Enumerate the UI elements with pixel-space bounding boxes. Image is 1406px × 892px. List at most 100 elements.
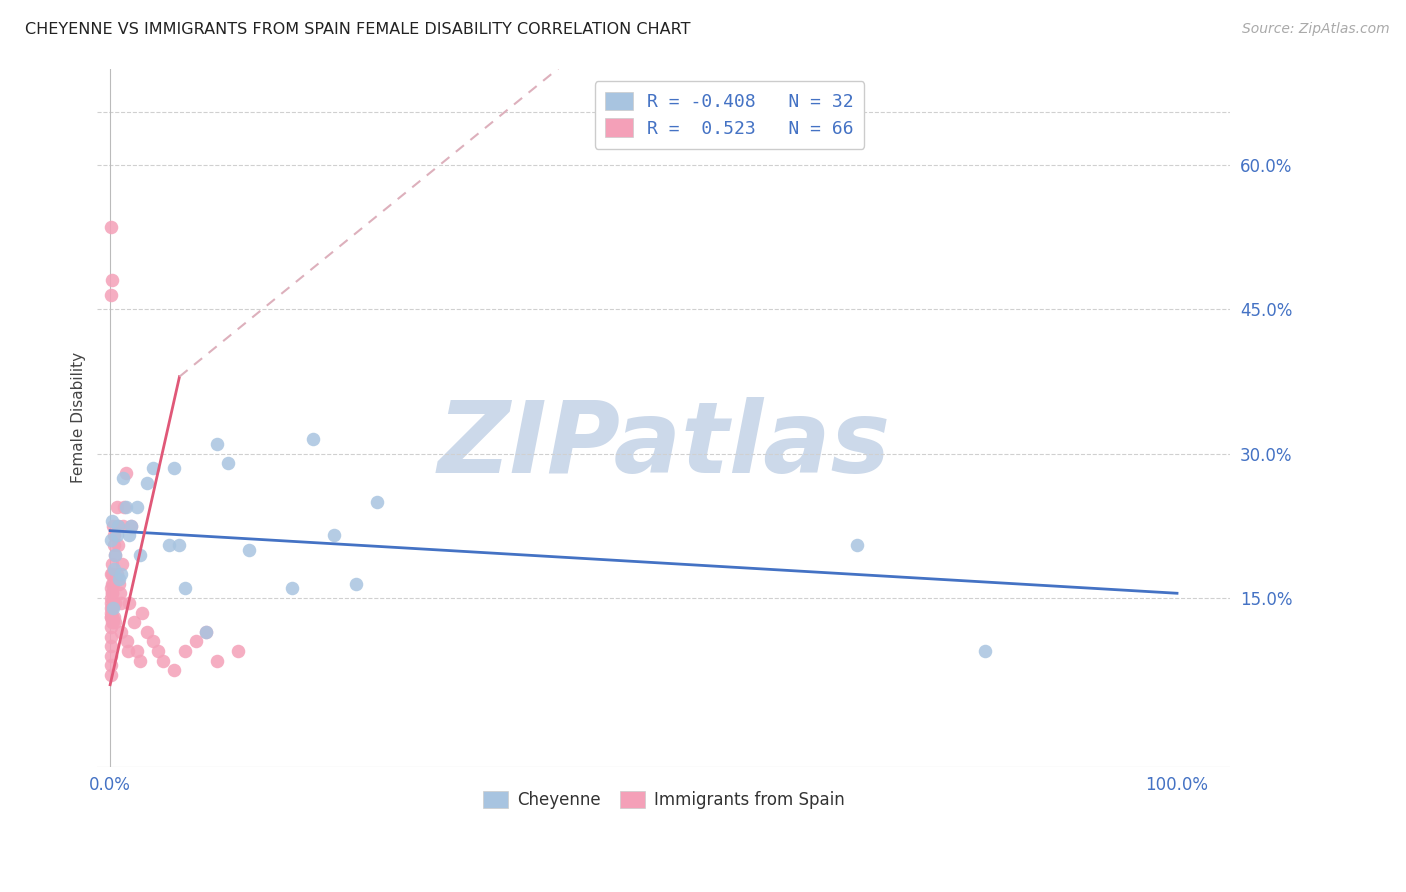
Point [107, 538, 129, 552]
Point [238, 543, 260, 558]
Point [129, 654, 152, 668]
Point [100, 287, 122, 301]
Point [136, 475, 159, 490]
Point [103, 576, 125, 591]
Point [101, 567, 124, 582]
Point [100, 606, 122, 620]
Point [344, 576, 367, 591]
Point [101, 586, 124, 600]
Point [100, 630, 122, 644]
Point [100, 567, 122, 582]
Point [105, 567, 128, 582]
Point [107, 519, 129, 533]
Point [163, 663, 186, 677]
Point [100, 582, 122, 596]
Point [217, 456, 239, 470]
Point [101, 576, 124, 591]
Point [184, 634, 207, 648]
Point [131, 606, 153, 620]
Point [142, 634, 165, 648]
Point [173, 644, 195, 658]
Text: CHEYENNE VS IMMIGRANTS FROM SPAIN FEMALE DISABILITY CORRELATION CHART: CHEYENNE VS IMMIGRANTS FROM SPAIN FEMALE… [25, 22, 690, 37]
Point [107, 576, 129, 591]
Point [136, 624, 159, 639]
Point [103, 596, 125, 610]
Point [142, 461, 165, 475]
Point [100, 668, 122, 682]
Point [103, 562, 125, 576]
Point [105, 528, 128, 542]
Point [195, 624, 218, 639]
Point [105, 500, 128, 514]
Text: ZIPatlas: ZIPatlas [437, 397, 890, 494]
Point [110, 624, 132, 639]
Point [103, 610, 125, 624]
Point [100, 648, 122, 663]
Point [100, 596, 122, 610]
Point [205, 437, 228, 451]
Point [157, 538, 180, 552]
Point [121, 519, 143, 533]
Point [125, 500, 148, 514]
Point [100, 610, 122, 624]
Point [302, 432, 325, 446]
Point [100, 591, 122, 605]
Point [111, 558, 134, 572]
Point [110, 567, 132, 582]
Point [104, 548, 127, 562]
Point [125, 644, 148, 658]
Point [323, 528, 346, 542]
Point [103, 519, 125, 533]
Point [100, 586, 122, 600]
Point [112, 500, 135, 514]
Point [103, 615, 125, 629]
Point [100, 220, 122, 235]
Point [100, 658, 122, 673]
Point [173, 582, 195, 596]
Y-axis label: Female Disability: Female Disability [72, 352, 86, 483]
Point [974, 644, 997, 658]
Point [101, 514, 124, 528]
Text: Source: ZipAtlas.com: Source: ZipAtlas.com [1241, 22, 1389, 37]
Point [108, 586, 131, 600]
Point [146, 644, 169, 658]
Point [104, 615, 127, 629]
Point [103, 528, 125, 542]
Point [100, 533, 122, 548]
Point [111, 519, 134, 533]
Point [121, 519, 143, 533]
Point [195, 624, 218, 639]
Legend: Cheyenne, Immigrants from Spain: Cheyenne, Immigrants from Spain [477, 784, 851, 815]
Point [107, 519, 129, 533]
Point [100, 600, 122, 615]
Point [118, 596, 141, 610]
Point [100, 620, 122, 634]
Point [100, 639, 122, 653]
Point [226, 644, 249, 658]
Point [118, 528, 141, 542]
Point [100, 610, 122, 624]
Point [100, 610, 122, 624]
Point [152, 654, 174, 668]
Point [104, 596, 127, 610]
Point [103, 600, 125, 615]
Point [280, 582, 302, 596]
Point [169, 538, 191, 552]
Point [205, 654, 228, 668]
Point [104, 548, 127, 562]
Point [845, 538, 868, 552]
Point [117, 644, 139, 658]
Point [101, 600, 124, 615]
Point [115, 466, 138, 480]
Point [101, 615, 124, 629]
Point [101, 558, 124, 572]
Point [366, 495, 388, 509]
Point [115, 634, 138, 648]
Point [100, 273, 122, 287]
Point [107, 572, 129, 586]
Point [129, 548, 152, 562]
Point [122, 615, 145, 629]
Point [103, 538, 125, 552]
Point [110, 596, 132, 610]
Point [115, 500, 138, 514]
